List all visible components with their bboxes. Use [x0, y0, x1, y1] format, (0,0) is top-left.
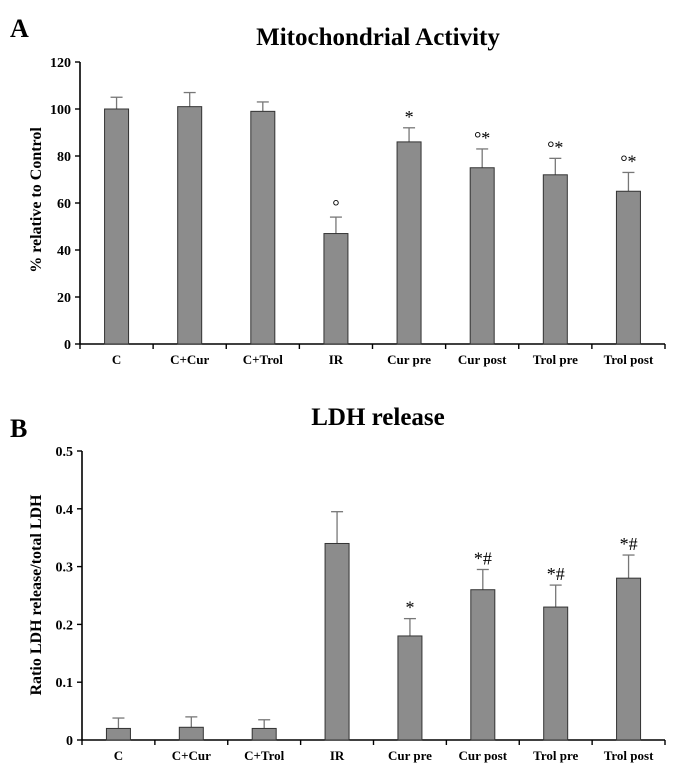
bar-c-cur [178, 726, 204, 741]
bar-c-cur [177, 106, 203, 345]
bar-trol-pre [542, 174, 568, 345]
significance-annotation: °* [474, 128, 490, 148]
y-tick-label: 0.2 [56, 618, 74, 633]
y-tick-label: 20 [57, 291, 71, 306]
bar-trol-post [615, 190, 641, 345]
bar-c [104, 108, 130, 345]
y-tick-label: 0.3 [56, 561, 74, 576]
bar-cur-post [470, 589, 496, 741]
significance-annotation: *# [547, 564, 565, 584]
chart-title-b: LDH release [311, 404, 445, 431]
x-tick-label: Trol post [604, 352, 654, 367]
bar-c-trol [251, 727, 277, 741]
plot-area-b: 0 0.1 0.2 0.3 0.4 0.5 C C+Cur C+Trol IR Cur pre * Cu… [56, 445, 666, 763]
y-tick-label: 100 [50, 103, 71, 118]
x-tick-label: C+Cur [172, 748, 211, 763]
panel-letter-a: A [10, 14, 29, 43]
x-tick-label: C [112, 352, 121, 367]
significance-annotation: *# [620, 534, 638, 554]
panel-a: A Mitochondrial Activity % relative to C… [10, 14, 666, 367]
bar-ir [324, 542, 350, 741]
significance-annotation: *# [474, 548, 492, 568]
x-tick-label: Cur post [458, 352, 507, 367]
significance-annotation: °* [547, 137, 563, 157]
y-tick-label: 60 [57, 197, 71, 212]
x-tick-label: C+Trol [243, 352, 284, 367]
bar-cur-post [469, 167, 495, 345]
x-tick-label: Cur pre [388, 748, 432, 763]
y-tick-label: 0 [64, 338, 71, 353]
x-tick-label: C [114, 748, 123, 763]
y-tick-label: 0.4 [56, 503, 74, 518]
significance-annotation: °* [620, 151, 636, 171]
bar-trol-post [616, 577, 642, 741]
y-axis-label-a: % relative to Control [28, 127, 45, 273]
y-tick-label: 0 [66, 734, 73, 749]
panel-b: B LDH release Ratio LDH release/total LD… [10, 404, 666, 763]
x-tick-label: IR [330, 748, 345, 763]
y-tick-label: 120 [50, 56, 71, 71]
significance-annotation: * [405, 598, 414, 618]
x-tick-label: C+Trol [244, 748, 285, 763]
y-tick-label: 0.1 [56, 676, 74, 691]
x-tick-label: Cur pre [387, 352, 431, 367]
bar-ir [323, 233, 349, 345]
bar-c [105, 727, 131, 741]
x-tick-label: Trol post [604, 748, 654, 763]
chart-title-a: Mitochondrial Activity [256, 24, 500, 51]
y-axis-label-b: Ratio LDH release/total LDH [28, 494, 45, 696]
x-tick-label: Cur post [459, 748, 508, 763]
bar-cur-pre [396, 141, 422, 345]
plot-area-a: 0 20 40 60 80 100 120 C C+Cur C+Trol IR ° Cur pre * Cu… [50, 56, 666, 367]
significance-annotation: * [405, 107, 414, 127]
y-tick-label: 0.5 [56, 445, 74, 460]
y-tick-label: 80 [57, 150, 71, 165]
bar-trol-pre [543, 606, 569, 741]
bar-c-trol [250, 110, 276, 345]
y-tick-label: 40 [57, 244, 71, 259]
panel-letter-b: B [10, 414, 27, 443]
x-tick-label: C+Cur [170, 352, 209, 367]
x-tick-label: Trol pre [533, 748, 578, 763]
bar-cur-pre [397, 635, 423, 741]
significance-annotation: ° [332, 196, 339, 216]
x-tick-label: Trol pre [533, 352, 578, 367]
x-tick-label: IR [329, 352, 344, 367]
